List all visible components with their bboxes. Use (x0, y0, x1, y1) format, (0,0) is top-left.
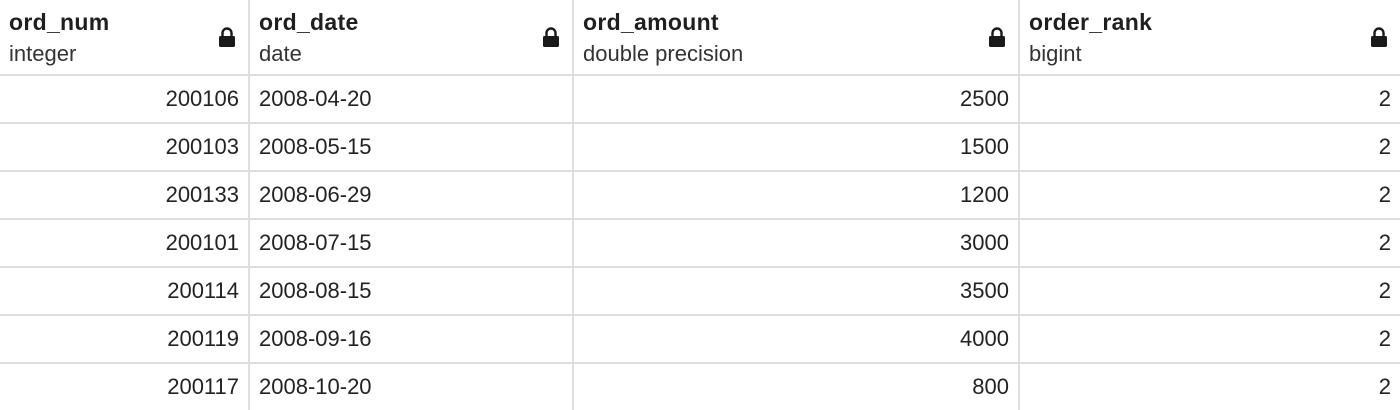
cell-ord-date[interactable]: 2008-04-20 (249, 75, 574, 124)
cell-order-rank[interactable]: 2 (1019, 267, 1400, 316)
cell-ord-date[interactable]: 2008-07-15 (249, 219, 574, 268)
cell-ord-date[interactable]: 2008-09-16 (249, 315, 574, 364)
cell-order-rank[interactable]: 2 (1019, 123, 1400, 172)
cell-order-rank[interactable]: 2 (1019, 171, 1400, 220)
lock-icon (1371, 27, 1387, 47)
cell-ord-num[interactable]: 200106 (0, 75, 250, 124)
cell-ord-num[interactable]: 200133 (0, 171, 250, 220)
cell-ord-num[interactable]: 200101 (0, 219, 250, 268)
table-row[interactable]: 200119 2008-09-16 4000 2 (0, 315, 1400, 364)
cell-ord-amount[interactable]: 3500 (573, 267, 1020, 316)
column-header-ord-amount[interactable]: ord_amount double precision (573, 0, 1020, 76)
cell-ord-date[interactable]: 2008-08-15 (249, 267, 574, 316)
column-header-ord-date[interactable]: ord_date date (249, 0, 574, 76)
cell-ord-num[interactable]: 200119 (0, 315, 250, 364)
column-header-order-rank[interactable]: order_rank bigint (1019, 0, 1400, 76)
cell-order-rank[interactable]: 2 (1019, 315, 1400, 364)
table-row[interactable]: 200133 2008-06-29 1200 2 (0, 171, 1400, 220)
grid-body: 200106 2008-04-20 2500 2 200103 2008-05-… (0, 75, 1400, 410)
cell-ord-date[interactable]: 2008-05-15 (249, 123, 574, 172)
lock-icon (989, 27, 1005, 47)
table-row[interactable]: 200106 2008-04-20 2500 2 (0, 75, 1400, 124)
lock-icon (543, 27, 559, 47)
column-name: ord_date (259, 9, 359, 35)
cell-ord-date[interactable]: 2008-06-29 (249, 171, 574, 220)
cell-ord-amount[interactable]: 800 (573, 363, 1020, 410)
cell-ord-amount[interactable]: 3000 (573, 219, 1020, 268)
table-row[interactable]: 200117 2008-10-20 800 2 (0, 363, 1400, 410)
table-row[interactable]: 200101 2008-07-15 3000 2 (0, 219, 1400, 268)
cell-ord-num[interactable]: 200114 (0, 267, 250, 316)
column-name: order_rank (1029, 9, 1153, 35)
cell-ord-amount[interactable]: 2500 (573, 75, 1020, 124)
cell-order-rank[interactable]: 2 (1378, 374, 1391, 399)
column-type: bigint (1029, 41, 1082, 66)
column-name: ord_amount (583, 9, 719, 35)
cell-ord-amount[interactable]: 4000 (573, 315, 1020, 364)
cell-ord-num[interactable]: 200117 (0, 363, 250, 410)
cell-ord-date[interactable]: 2008-10-20 (249, 363, 574, 410)
grid-header: ord_num integer ord_date date ord_amount… (0, 0, 1400, 76)
column-name: ord_num (9, 9, 110, 35)
column-header-ord-num[interactable]: ord_num integer (0, 0, 250, 76)
cell-order-rank[interactable]: 2 (1019, 75, 1400, 124)
column-type: integer (9, 41, 77, 66)
column-type: double precision (583, 41, 744, 66)
table-row[interactable]: 200103 2008-05-15 1500 2 (0, 123, 1400, 172)
cell-ord-num[interactable]: 200103 (0, 123, 250, 172)
table-row[interactable]: 200114 2008-08-15 3500 2 (0, 267, 1400, 316)
lock-icon (219, 27, 235, 47)
column-type: date (259, 41, 302, 66)
header-row: ord_num integer ord_date date ord_amount… (0, 0, 1400, 76)
cell-order-rank[interactable]: 2 (1019, 219, 1400, 268)
cell-ord-amount[interactable]: 1500 (573, 123, 1020, 172)
cell-ord-amount[interactable]: 1200 (573, 171, 1020, 220)
